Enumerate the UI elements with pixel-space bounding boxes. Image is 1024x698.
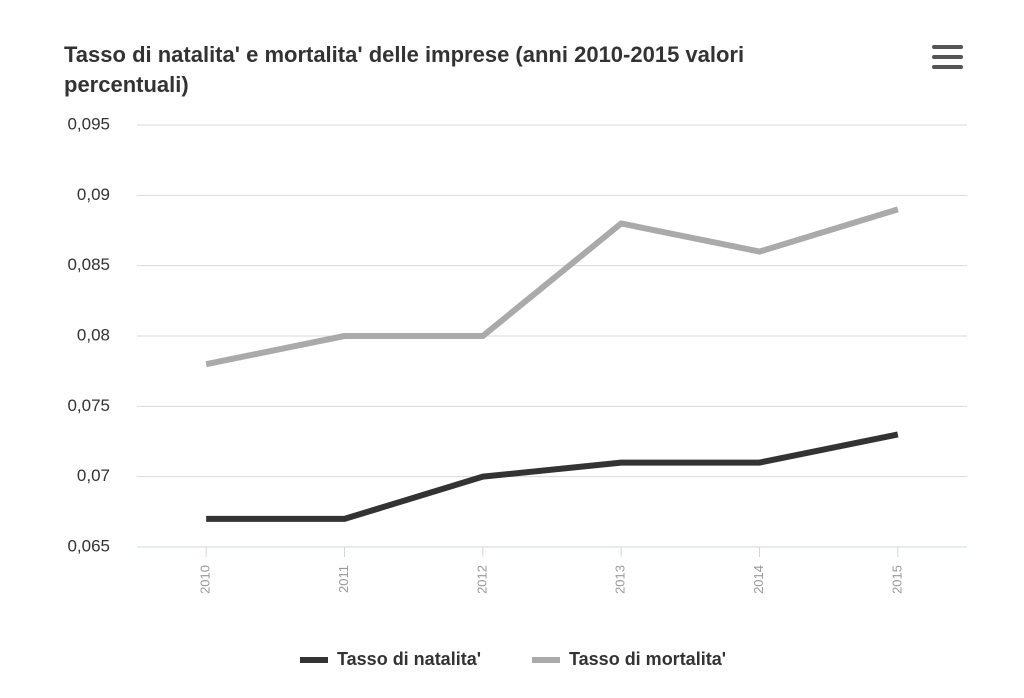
series-line: [206, 431, 899, 522]
x-tick-label: 2010: [198, 565, 213, 594]
x-tick-label: 2015: [889, 565, 904, 594]
legend-label: Tasso di natalita': [337, 649, 481, 669]
x-tick-label: 2011: [336, 565, 351, 593]
x-tick-label: 2014: [751, 565, 766, 594]
menu-button[interactable]: [932, 45, 963, 69]
legend-label: Tasso di mortalita': [569, 649, 726, 669]
menu-bar[interactable]: [932, 45, 963, 49]
y-tick-label: 0,065: [67, 536, 110, 555]
y-tick-label: 0,085: [67, 255, 110, 274]
y-tick-label: 0,08: [77, 325, 110, 344]
y-tick-label: 0,07: [77, 466, 110, 485]
menu-bar[interactable]: [932, 65, 963, 69]
y-tick-label: 0,09: [77, 185, 110, 204]
y-tick-label: 0,075: [67, 396, 110, 415]
y-tick-label: 0,095: [67, 114, 110, 133]
x-tick-label: 2013: [613, 565, 628, 594]
x-tick-label: 2012: [474, 565, 489, 594]
menu-bar[interactable]: [932, 55, 963, 59]
series-line: [205, 206, 899, 368]
chart-title: Tasso di natalita' e mortalita' delle im…: [64, 42, 745, 97]
